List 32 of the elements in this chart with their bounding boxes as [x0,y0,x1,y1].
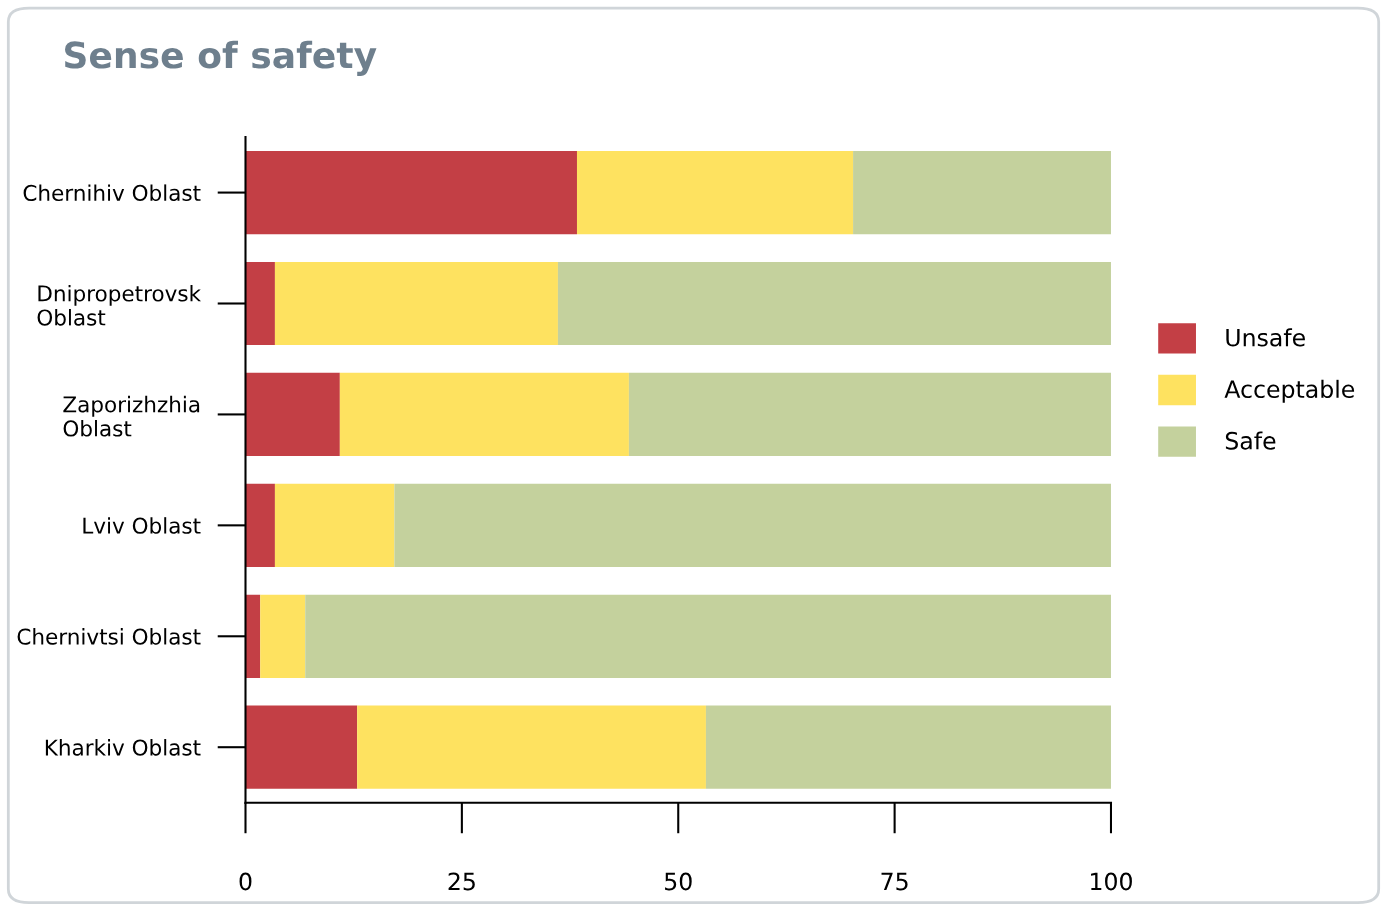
bar [339,372,629,457]
bar [245,372,340,457]
bar [357,705,706,789]
bar [245,483,275,567]
x-tick-label: 75 [881,872,908,891]
bar [576,150,854,235]
bar [394,483,1111,567]
bar [245,150,577,235]
bar [853,150,1111,235]
legend-label: Unsafe [1226,328,1305,347]
chart-title: Sense of safety [65,40,377,76]
legend-label: Safe [1225,431,1276,450]
y-tick-label: Dnipropetrovsk Oblast [37,284,201,326]
bar [260,594,306,678]
bar [557,261,1111,346]
bar [245,261,275,346]
bar [245,705,358,789]
bar [274,261,558,346]
bar [705,705,1111,789]
bar [305,594,1111,678]
y-tick-label: Lviv Oblast [83,517,201,534]
y-tick-label: Zaporizhzhia Oblast [63,395,200,437]
bar [274,483,395,567]
bar [628,372,1111,457]
legend-label: Acceptable [1224,379,1355,403]
y-tick-label: Kharkiv Oblast [45,739,201,756]
x-tick-label: 25 [448,872,475,891]
y-tick-label: Chernihiv Oblast [23,184,201,202]
y-tick-label: Chernivtsi Oblast [17,628,201,645]
x-tick-label: 0 [239,872,252,891]
x-tick-label: 50 [665,872,692,891]
x-tick-label: 100 [1091,872,1132,891]
